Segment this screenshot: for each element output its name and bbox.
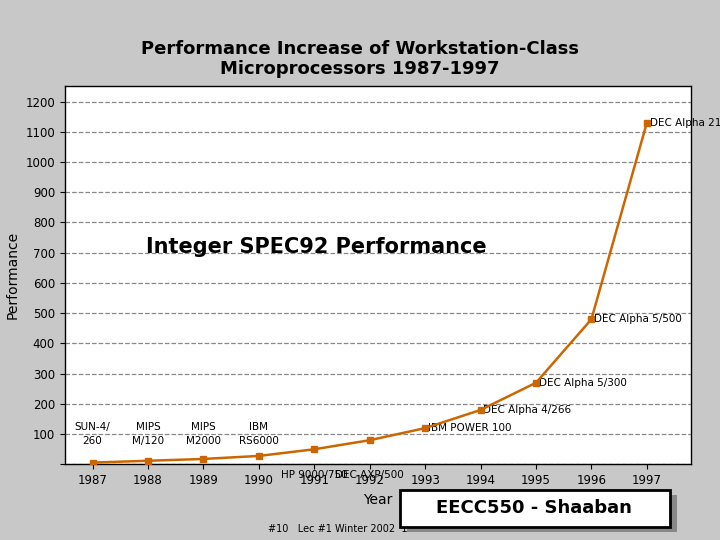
Text: RS6000: RS6000 [239,436,279,446]
Y-axis label: Performance: Performance [6,231,19,320]
Text: IBM: IBM [249,422,269,432]
Text: #10   Lec #1 Winter 2002  12-3-2002: #10 Lec #1 Winter 2002 12-3-2002 [268,523,452,534]
Text: M2000: M2000 [186,436,221,446]
Text: DEC Alpha 4/266: DEC Alpha 4/266 [483,405,572,415]
Text: 260: 260 [83,436,102,446]
Text: DEC AXP/500: DEC AXP/500 [336,470,404,480]
Text: M/120: M/120 [132,436,164,446]
Text: IBM POWER 100: IBM POWER 100 [428,423,511,433]
Text: DEC Alpha 5/500: DEC Alpha 5/500 [594,314,682,324]
Text: Integer SPEC92 Performance: Integer SPEC92 Performance [146,237,487,256]
Text: DEC Alpha 5/300: DEC Alpha 5/300 [539,378,626,388]
Text: DEC Alpha 21264/600: DEC Alpha 21264/600 [649,118,720,127]
Text: MIPS: MIPS [135,422,161,432]
Text: HP 9000/750: HP 9000/750 [281,470,348,480]
Text: EECC550 - Shaaban: EECC550 - Shaaban [436,499,632,517]
Text: SUN-4/: SUN-4/ [75,422,110,432]
X-axis label: Year: Year [364,492,392,507]
Text: MIPS: MIPS [191,422,216,432]
Text: Performance Increase of Workstation-Class
Microprocessors 1987-1997: Performance Increase of Workstation-Clas… [141,39,579,78]
